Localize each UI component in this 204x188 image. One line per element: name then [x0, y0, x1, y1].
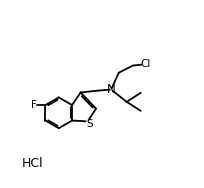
- Text: F: F: [31, 100, 37, 110]
- Text: S: S: [86, 119, 93, 129]
- Text: Cl: Cl: [141, 59, 151, 69]
- Text: HCl: HCl: [22, 157, 43, 170]
- Text: N: N: [107, 83, 116, 96]
